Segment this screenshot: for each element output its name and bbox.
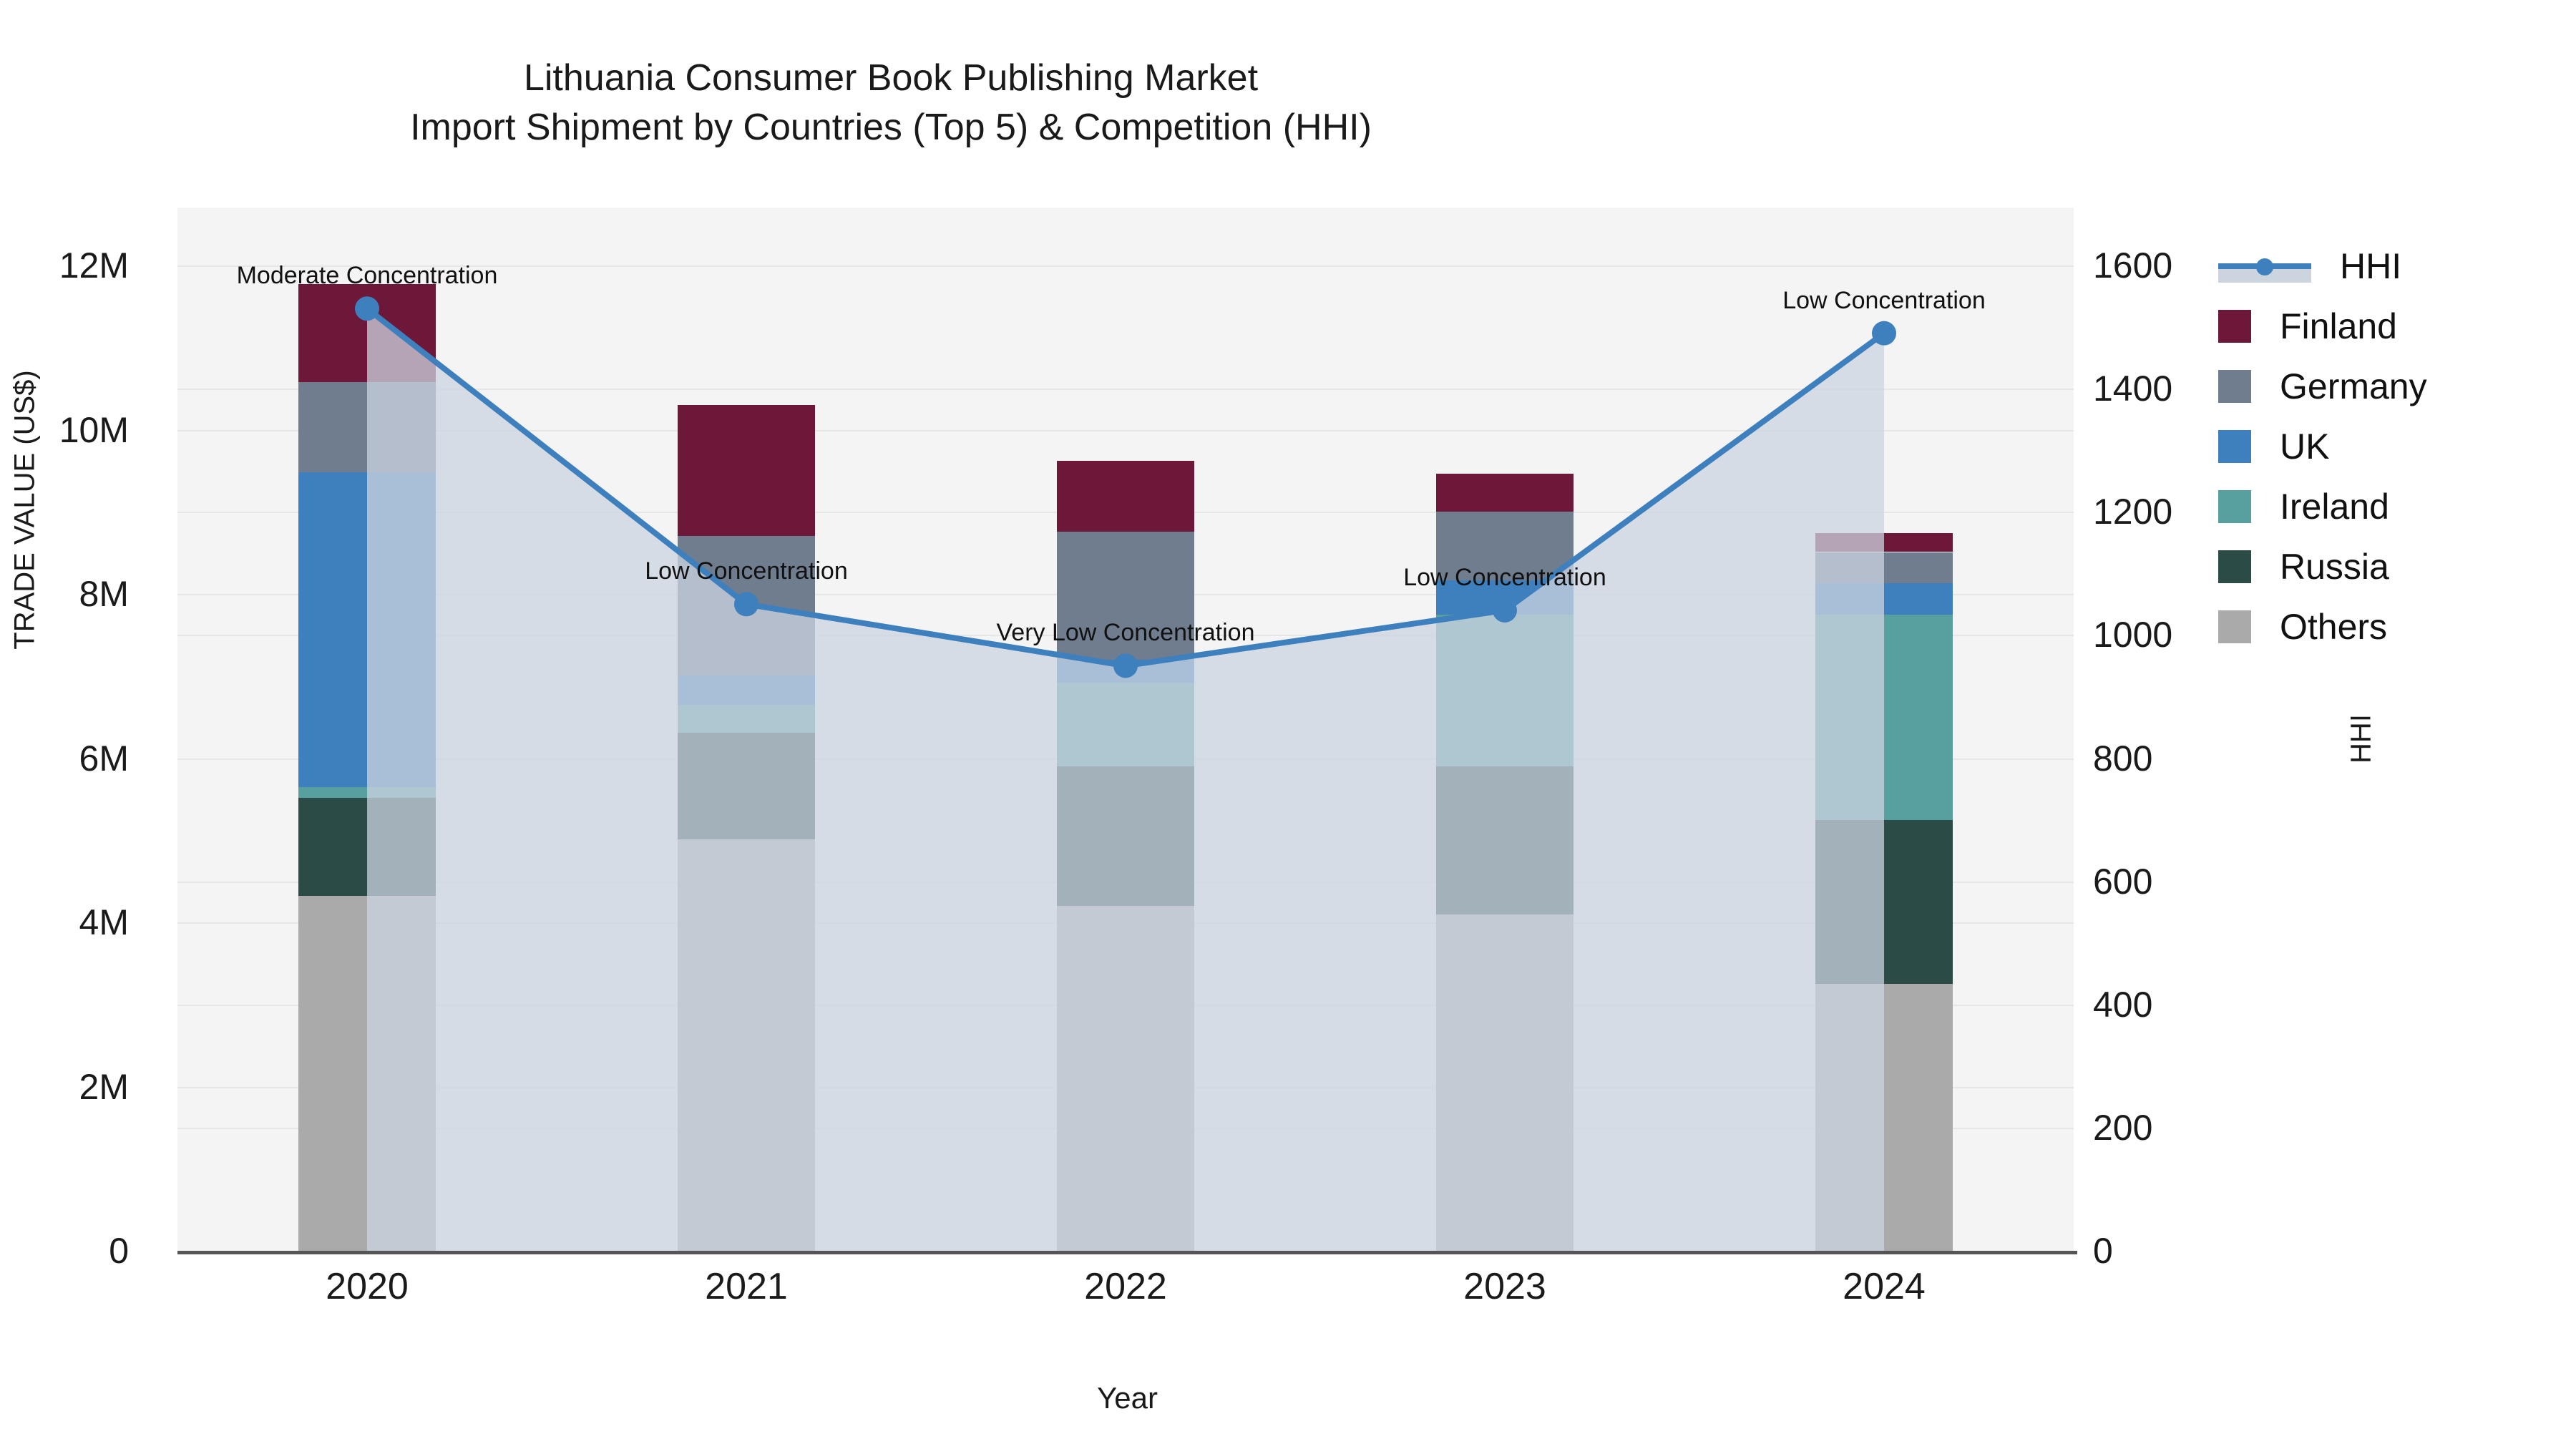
y-tick-right-200: 200: [2093, 1107, 2153, 1148]
legend-label: Others: [2280, 607, 2388, 647]
y-tick-right-1000: 1000: [2093, 615, 2173, 655]
y-tick-left-4M: 4M: [79, 902, 129, 942]
legend-label: HHI: [2340, 246, 2402, 286]
legend-swatch-icon: [2218, 370, 2251, 403]
bar-segment-finland[interactable]: [1436, 474, 1574, 512]
bar-segment-uk[interactable]: [678, 675, 815, 705]
x-tick-2022: 2022: [1084, 1266, 1167, 1307]
plot-area: [177, 208, 2074, 1252]
x-tick-2024: 2024: [1843, 1266, 1926, 1307]
bar-segment-ireland[interactable]: [678, 704, 815, 733]
legend-label: Russia: [2280, 547, 2389, 587]
bar-segment-finland[interactable]: [298, 284, 436, 382]
annotation-2022: Very Low Concentration: [996, 619, 1255, 647]
annotation-2024: Low Concentration: [1782, 286, 1986, 314]
legend-label: Germany: [2280, 366, 2427, 406]
bar-2022[interactable]: [1057, 461, 1194, 1251]
legend-item-hhi[interactable]: HHI: [2218, 236, 2427, 296]
x-axis-line: [177, 1251, 2077, 1254]
bar-segment-uk[interactable]: [1815, 583, 1953, 615]
bar-segment-germany[interactable]: [678, 535, 815, 675]
y-tick-right-400: 400: [2093, 984, 2153, 1025]
chart-title-line-2: Import Shipment by Countries (Top 5) & C…: [410, 106, 1372, 148]
y-tick-right-1200: 1200: [2093, 492, 2173, 532]
annotation-2023: Low Concentration: [1403, 563, 1606, 591]
bar-segment-russia[interactable]: [298, 797, 436, 897]
y-tick-right-0: 0: [2093, 1231, 2113, 1271]
legend-label: UK: [2280, 426, 2330, 467]
y-tick-left-6M: 6M: [79, 738, 129, 779]
bar-segment-finland[interactable]: [1057, 461, 1194, 532]
legend-item-finland[interactable]: Finland: [2218, 296, 2427, 356]
bar-segment-others[interactable]: [678, 839, 815, 1251]
bar-segment-ireland[interactable]: [1436, 614, 1574, 766]
y-axis-right-label: HHI: [2345, 714, 2377, 763]
legend-swatch-icon: [2218, 310, 2251, 343]
bar-segment-uk[interactable]: [1057, 659, 1194, 683]
y-axis-left-label: TRADE VALUE (US$): [9, 370, 41, 650]
annotation-2021: Low Concentration: [645, 557, 848, 585]
legend-swatch-icon: [2218, 610, 2251, 643]
x-tick-2023: 2023: [1463, 1266, 1546, 1307]
bar-segment-others[interactable]: [1436, 914, 1574, 1251]
gridline: [177, 389, 2074, 391]
y-tick-left-12M: 12M: [59, 245, 129, 286]
gridline: [177, 265, 2074, 267]
legend-item-ireland[interactable]: Ireland: [2218, 477, 2427, 537]
bar-2024[interactable]: [1815, 533, 1953, 1251]
bar-segment-others[interactable]: [1057, 906, 1194, 1251]
legend-label: Finland: [2280, 306, 2397, 346]
x-axis-label: Year: [1097, 1381, 1158, 1415]
y-tick-left-10M: 10M: [59, 409, 129, 450]
legend-swatch-icon: [2218, 490, 2251, 523]
y-tick-left-0: 0: [109, 1231, 129, 1271]
y-tick-left-8M: 8M: [79, 574, 129, 614]
bar-segment-finland[interactable]: [678, 405, 815, 536]
bar-segment-ireland[interactable]: [298, 786, 436, 798]
bar-2020[interactable]: [298, 284, 436, 1251]
y-tick-right-1600: 1600: [2093, 245, 2173, 286]
bar-segment-russia[interactable]: [1436, 766, 1574, 914]
legend-line-marker-icon: [2218, 250, 2311, 283]
x-tick-2020: 2020: [326, 1266, 409, 1307]
bar-segment-ireland[interactable]: [1815, 614, 1953, 820]
legend-item-russia[interactable]: Russia: [2218, 537, 2427, 597]
legend-swatch-icon: [2218, 430, 2251, 463]
y-tick-right-1400: 1400: [2093, 369, 2173, 409]
bar-segment-ireland[interactable]: [1057, 682, 1194, 766]
x-tick-2021: 2021: [705, 1266, 788, 1307]
gridline: [177, 429, 2074, 431]
bar-segment-others[interactable]: [1815, 984, 1953, 1251]
bar-segment-germany[interactable]: [298, 381, 436, 473]
chart-title-line-1: Lithuania Consumer Book Publishing Marke…: [523, 57, 1259, 99]
legend-item-others[interactable]: Others: [2218, 597, 2427, 657]
annotation-2020: Moderate Concentration: [236, 262, 498, 290]
bar-segment-finland[interactable]: [1815, 533, 1953, 552]
legend-swatch-icon: [2218, 550, 2251, 583]
legend: HHI Finland Germany UK Ireland Russia Others: [2218, 236, 2427, 657]
bar-segment-germany[interactable]: [1815, 552, 1953, 584]
bar-2021[interactable]: [678, 405, 815, 1251]
chart-title: Lithuania Consumer Book Publishing Marke…: [0, 54, 1782, 152]
legend-label: Ireland: [2280, 487, 2389, 527]
legend-item-uk[interactable]: UK: [2218, 416, 2427, 477]
bar-segment-russia[interactable]: [1815, 819, 1953, 985]
bar-segment-russia[interactable]: [678, 732, 815, 840]
y-tick-right-600: 600: [2093, 861, 2153, 902]
bar-segment-russia[interactable]: [1057, 766, 1194, 907]
y-tick-left-2M: 2M: [79, 1066, 129, 1107]
bar-segment-uk[interactable]: [298, 472, 436, 787]
bar-segment-others[interactable]: [298, 896, 436, 1251]
y-tick-right-800: 800: [2093, 738, 2153, 779]
legend-item-germany[interactable]: Germany: [2218, 356, 2427, 416]
